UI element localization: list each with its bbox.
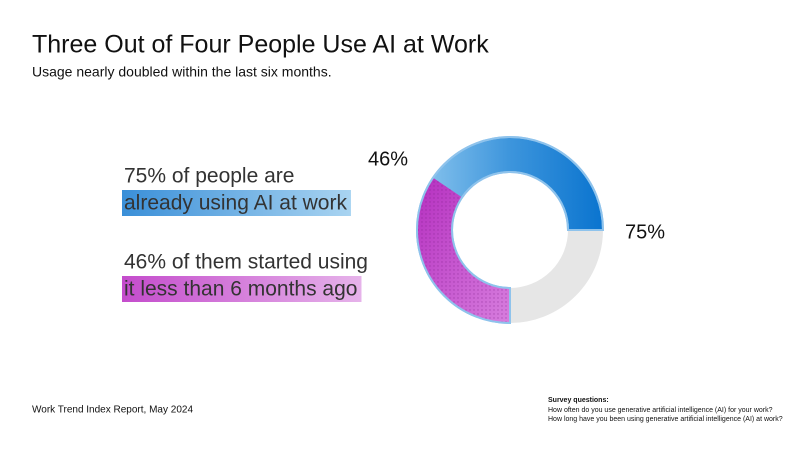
note: How long have you been using generative … — [548, 416, 783, 423]
note: How often do you use generative artifici… — [548, 407, 773, 414]
segment-texture — [417, 177, 510, 323]
highlight — [122, 276, 362, 302]
callout-text: 75% of people are — [124, 165, 294, 188]
notes-heading: Survey questions: — [548, 397, 609, 404]
segment-outline — [416, 136, 605, 325]
value-label: 75% — [625, 221, 665, 243]
source: Work Trend Index Report, May 2024 — [32, 405, 193, 416]
callout-text: it less than 6 months ago — [124, 278, 357, 301]
title: Three Out of Four People Use AI at Work — [32, 31, 489, 59]
donut: 75% 46% — [368, 136, 665, 325]
highlight — [122, 190, 351, 216]
callouts: 75% of people are already using AI at wor… — [122, 165, 368, 302]
callout-text: 46% of them started using — [124, 251, 368, 274]
subtitle: Usage nearly doubled within the last six… — [32, 64, 332, 80]
callout-text: already using AI at work — [124, 192, 347, 215]
value-label: 46% — [368, 148, 408, 170]
